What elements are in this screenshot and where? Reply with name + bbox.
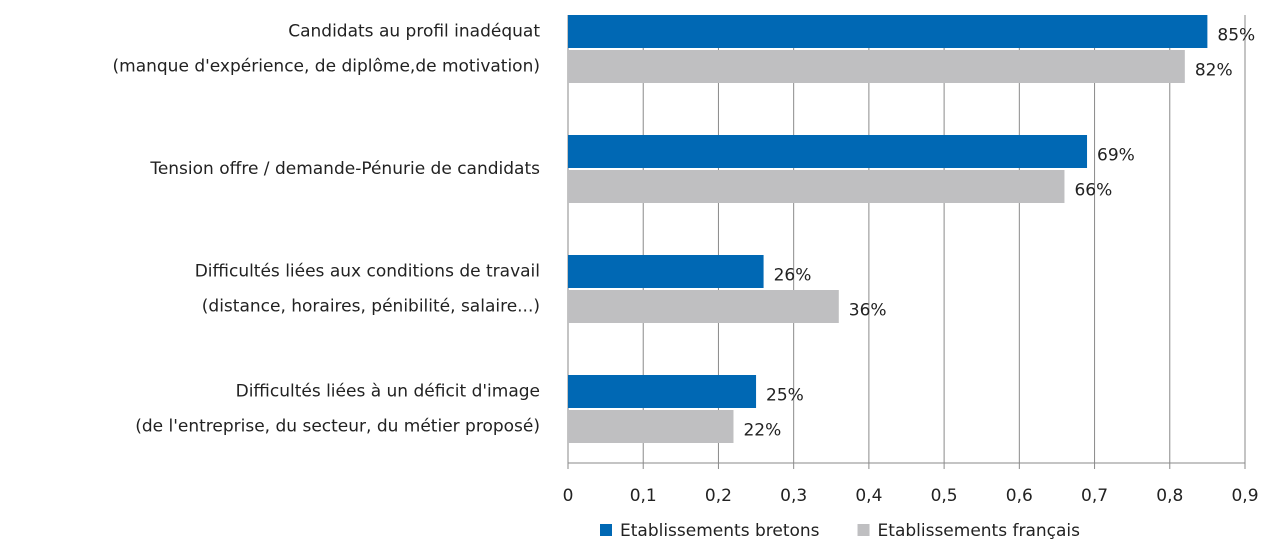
value-label: 69%	[1097, 146, 1135, 166]
category-label: Difficultés liées aux conditions de trav…	[195, 262, 540, 317]
bar	[568, 255, 764, 288]
category-line: Candidats au profil inadéquat	[288, 22, 540, 42]
x-tick-label: 0,1	[630, 486, 657, 506]
value-label: 82%	[1195, 61, 1233, 81]
value-label: 85%	[1217, 26, 1255, 46]
bar	[568, 135, 1088, 168]
value-label: 36%	[849, 301, 887, 321]
category-label: Tension offre / demande-Pénurie de candi…	[149, 159, 540, 179]
x-tick-label: 0,9	[1231, 486, 1258, 506]
bar	[568, 375, 757, 408]
bar	[568, 410, 734, 443]
bar	[568, 15, 1208, 48]
x-tick-label: 0,5	[931, 486, 958, 506]
x-tick-label: 0,3	[780, 486, 807, 506]
x-tick-label: 0,6	[1006, 486, 1033, 506]
legend-label: Etablissements français	[878, 521, 1081, 541]
legend-label: Etablissements bretons	[620, 521, 820, 541]
value-label: 25%	[766, 386, 804, 406]
bar	[568, 170, 1065, 203]
category-line: Tension offre / demande-Pénurie de candi…	[149, 159, 540, 179]
x-tick-label: 0,4	[855, 486, 882, 506]
legend-swatch	[600, 524, 612, 536]
category-line: (distance, horaires, pénibilité, salaire…	[202, 297, 540, 317]
value-label: 66%	[1074, 181, 1112, 201]
x-tick-label: 0,8	[1156, 486, 1183, 506]
category-line: (de l'entreprise, du secteur, du métier …	[135, 417, 540, 437]
category-label: Difficultés liées à un déficit d'image (d…	[135, 382, 540, 437]
value-label: 22%	[743, 421, 781, 441]
x-tick-label: 0,7	[1081, 486, 1108, 506]
value-label: 26%	[774, 266, 812, 286]
category-line: Difficultés liées à un déficit d'image	[236, 382, 540, 402]
bar	[568, 290, 839, 323]
legend-swatch	[857, 524, 870, 536]
x-tick-label: 0	[563, 486, 574, 506]
category-line: (manque d'expérience, de diplôme,de moti…	[113, 57, 541, 77]
category-line: Difficultés liées aux conditions de trav…	[195, 262, 540, 282]
category-label: Candidats au profil inadéquat (manque d'e…	[113, 22, 541, 77]
bar	[568, 50, 1185, 83]
x-tick-label: 0,2	[705, 486, 732, 506]
